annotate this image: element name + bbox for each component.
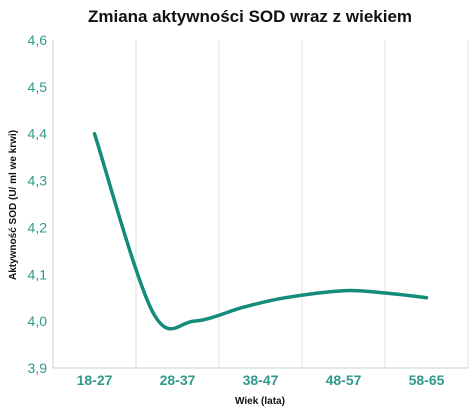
grid	[135, 40, 469, 368]
chart-title: Zmiana aktywności SOD wraz z wiekiem	[88, 7, 412, 26]
series-line	[92, 131, 429, 331]
y-tick-label: 4,1	[28, 266, 48, 282]
y-tick-label: 4,2	[28, 219, 48, 235]
y-tick-label: 4,3	[28, 173, 48, 189]
x-axis-label: Wiek (lata)	[235, 396, 285, 407]
y-tick-label: 4,6	[28, 32, 48, 48]
x-tick-label: 18-27	[77, 372, 113, 388]
x-tick-label: 28-37	[160, 372, 196, 388]
x-tick-label: 58-65	[409, 372, 445, 388]
y-axis-label: Aktywność SOD (U/ ml we krwi)	[8, 130, 19, 280]
y-tick-label: 4,5	[28, 79, 48, 95]
y-tick-label: 4,4	[28, 126, 48, 142]
y-tick-label: 3,9	[28, 360, 48, 376]
y-axis-ticks: 3,9 4,0 4,1 4,2 4,3 4,4 4,5 4,6	[28, 32, 48, 376]
y-tick-label: 4,0	[28, 313, 48, 329]
x-tick-label: 38-47	[243, 372, 279, 388]
x-axis-ticks: 18-27 28-37 38-47 48-57 58-65	[77, 372, 445, 388]
x-tick-label: 48-57	[326, 372, 362, 388]
axes	[52, 40, 468, 369]
